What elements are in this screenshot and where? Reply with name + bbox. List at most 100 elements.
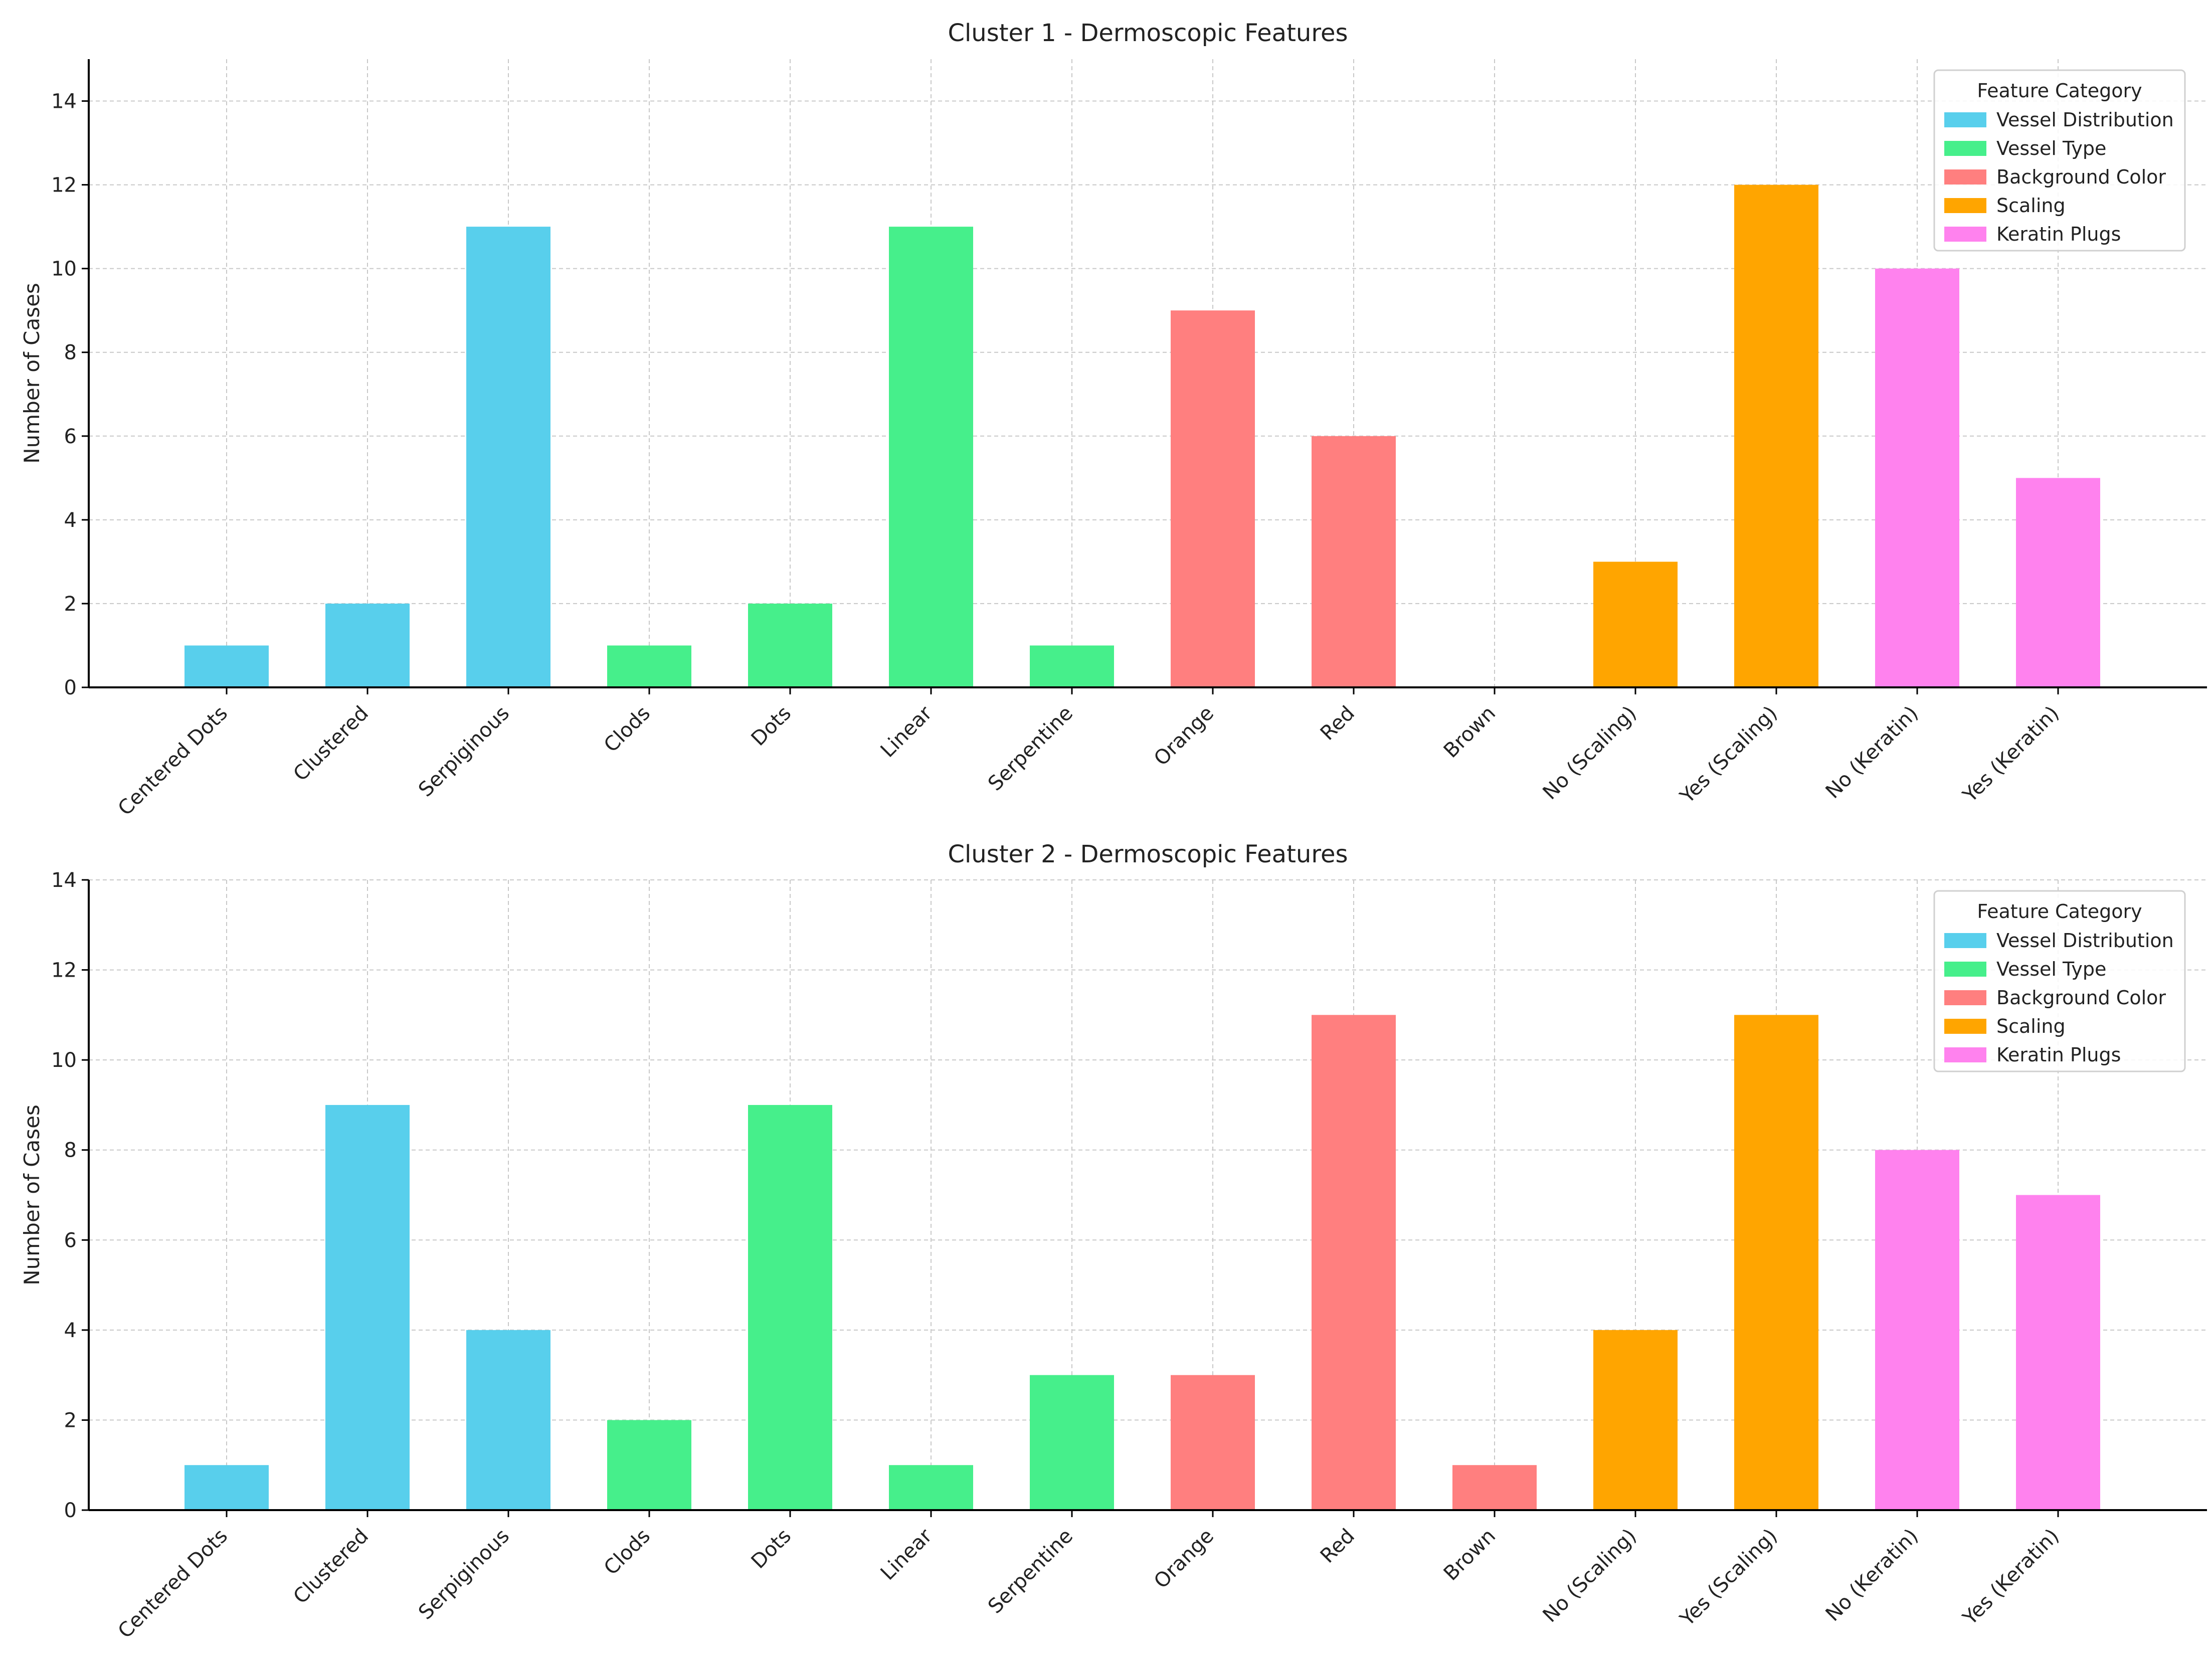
- x-tick-label: Serpentine: [984, 1525, 1077, 1618]
- legend-swatch: [1944, 227, 1986, 242]
- legend-swatch: [1944, 112, 1986, 127]
- x-tick-label: Yes (Scaling): [1676, 702, 1782, 808]
- legend-title: Feature Category: [1977, 80, 2142, 102]
- bar-brown: [1452, 1465, 1537, 1510]
- x-tick-label: Centered Dots: [114, 1525, 232, 1643]
- y-tick-label: 8: [64, 1139, 77, 1162]
- bar-linear: [889, 1465, 973, 1510]
- x-tick-label: Linear: [876, 1524, 937, 1585]
- chart-title: Cluster 2 - Dermoscopic Features: [948, 840, 1348, 868]
- bar-serpentine: [1030, 1375, 1114, 1510]
- bar-serpentine: [1030, 645, 1114, 687]
- legend-title: Feature Category: [1977, 900, 2142, 923]
- legend-swatch: [1944, 933, 1986, 948]
- y-tick-label: 2: [64, 593, 77, 616]
- bar-yes-scaling: [1734, 185, 1818, 688]
- y-tick-label: 12: [51, 174, 77, 197]
- bars: [185, 1015, 2100, 1510]
- bar-linear: [889, 227, 973, 688]
- x-tick-label: Brown: [1439, 702, 1500, 763]
- bar-clods: [607, 645, 691, 687]
- x-tick-label: Orange: [1150, 1525, 1218, 1593]
- bar-no-keratin: [1875, 1150, 1959, 1510]
- y-tick-label: 6: [64, 425, 77, 448]
- bar-yes-scaling: [1734, 1015, 1818, 1510]
- x-tick-label: Clustered: [289, 702, 373, 786]
- x-tick-label: Serpentine: [984, 702, 1077, 796]
- bar-clustered: [325, 603, 410, 687]
- legend-swatch: [1944, 1047, 1986, 1062]
- bar-red: [1312, 1015, 1396, 1510]
- y-tick-label: 14: [51, 90, 77, 113]
- x-tick-label: Yes (Keratin): [1958, 702, 2064, 807]
- bar-red: [1312, 436, 1396, 687]
- x-tick-label: No (Keratin): [1821, 702, 1923, 803]
- y-tick-label: 10: [51, 258, 77, 281]
- bar-centered-dots: [185, 1465, 269, 1510]
- legend-box: [1933, 890, 2186, 1072]
- y-tick-label: 10: [51, 1049, 77, 1072]
- x-tick-label: Serpiginous: [414, 702, 514, 802]
- y-tick-label: 14: [51, 869, 77, 892]
- bar-orange: [1171, 310, 1255, 687]
- x-tick-label: No (Keratin): [1821, 1525, 1923, 1626]
- cluster-2-chart: 0 2 4 6 8 10 12 14 Centered Dots Clustered Serpigi…: [20, 840, 2207, 1643]
- chart-title: Cluster 1 - Dermoscopic Features: [948, 19, 1348, 47]
- bar-dots: [748, 1105, 832, 1510]
- grid: [89, 59, 2207, 688]
- bar-no-keratin: [1875, 268, 1959, 687]
- legend-entry: Vessel Type: [1996, 137, 2106, 159]
- y-tick-label: 4: [64, 509, 77, 532]
- bar-no-scaling: [1593, 1330, 1678, 1510]
- cluster-1-chart: 0 2 4 6 8 10 12 14 Centered Dots Clustered Serpigi…: [20, 19, 2207, 820]
- y-tick-label: 6: [64, 1229, 77, 1252]
- legend-entry: Keratin Plugs: [1996, 223, 2121, 245]
- x-tick-label: Brown: [1439, 1525, 1500, 1585]
- x-tick-label: Yes (Scaling): [1676, 1525, 1782, 1631]
- x-tick-label: Clods: [600, 702, 655, 757]
- x-tick-label: Clustered: [289, 1525, 373, 1609]
- y-tick-label: 0: [64, 676, 77, 699]
- bar-clustered: [325, 1105, 410, 1510]
- legend: Feature Category Vessel Distribution Vesse…: [1933, 69, 2186, 252]
- x-tick-label: No (Scaling): [1539, 702, 1641, 804]
- x-tick-label: Red: [1316, 1525, 1359, 1568]
- bar-serpiginous: [466, 227, 550, 688]
- bar-clods: [607, 1420, 691, 1510]
- legend-entry: Background Color: [1996, 166, 2166, 188]
- bar-yes-keratin: [2016, 1195, 2100, 1510]
- legend-entry: Scaling: [1996, 1015, 2066, 1037]
- legend-entry: Vessel Type: [1996, 958, 2106, 980]
- legend-swatch: [1944, 141, 1986, 156]
- bar-dots: [748, 603, 832, 687]
- x-tick-label: Orange: [1150, 702, 1218, 771]
- y-tick-label: 2: [64, 1409, 77, 1432]
- x-tick-label: Red: [1316, 702, 1359, 745]
- legend-swatch: [1944, 169, 1986, 185]
- y-tick-label: 12: [51, 959, 77, 982]
- legend-entry: Vessel Distribution: [1996, 109, 2174, 131]
- y-tick-label: 4: [64, 1319, 77, 1342]
- x-tick-label: Dots: [747, 702, 796, 751]
- legend-swatch: [1944, 962, 1986, 977]
- legend-entry: Scaling: [1996, 195, 2066, 217]
- legend-entry: Vessel Distribution: [1996, 930, 2174, 952]
- bar-centered-dots: [185, 645, 269, 687]
- bar-orange: [1171, 1375, 1255, 1510]
- bar-serpiginous: [466, 1330, 550, 1510]
- y-axis-label: Number of Cases: [20, 1105, 44, 1285]
- x-tick-label: Centered Dots: [114, 702, 232, 820]
- legend-swatch: [1944, 1019, 1986, 1034]
- y-tick-label: 0: [64, 1499, 77, 1522]
- x-tick-label: Clods: [600, 1525, 655, 1580]
- x-tick-label: Dots: [747, 1525, 796, 1573]
- bars: [185, 185, 2100, 688]
- x-tick-label: Linear: [876, 701, 937, 762]
- bar-yes-keratin: [2016, 478, 2100, 687]
- legend-entry: Background Color: [1996, 987, 2166, 1009]
- legend-swatch: [1944, 198, 1986, 213]
- legend-entry: Keratin Plugs: [1996, 1044, 2121, 1066]
- legend-swatch: [1944, 990, 1986, 1005]
- legend: Feature Category Vessel Distribution Vesse…: [1933, 890, 2186, 1072]
